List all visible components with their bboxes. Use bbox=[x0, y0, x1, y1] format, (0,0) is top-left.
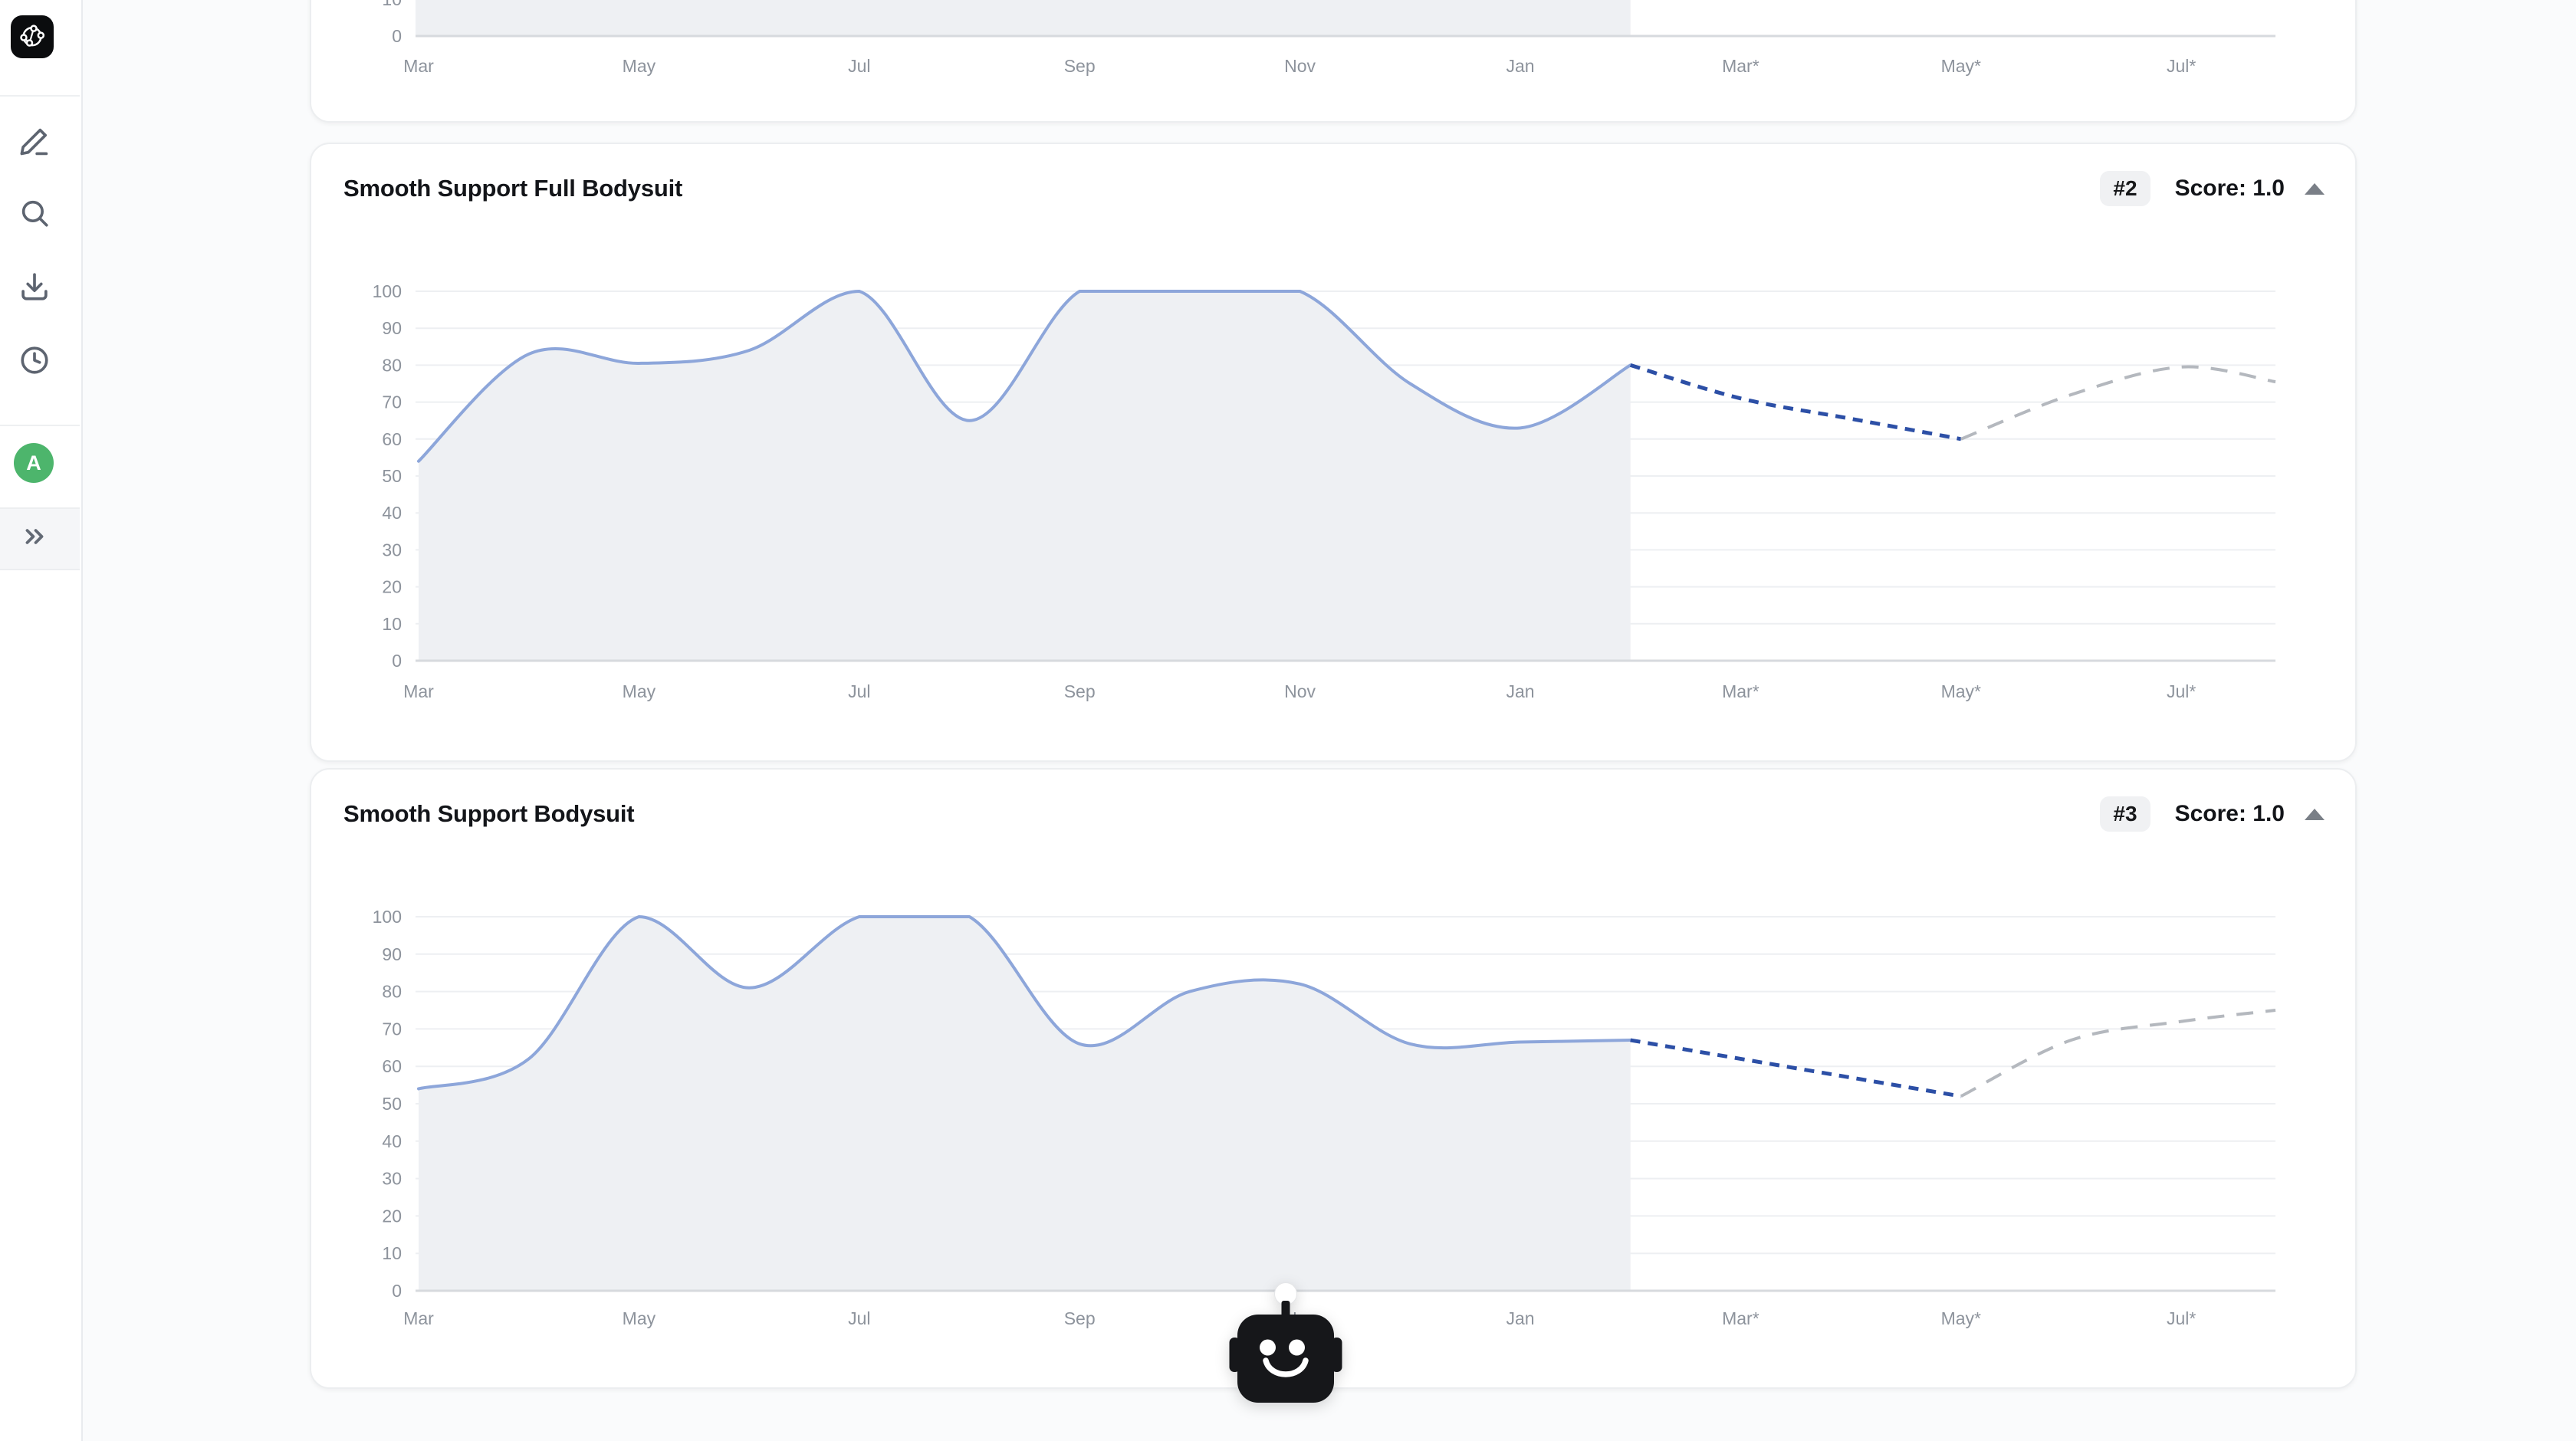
sidebar-item-search[interactable] bbox=[18, 196, 51, 230]
y-axis-tick: 30 bbox=[382, 540, 402, 560]
clock-icon bbox=[21, 346, 48, 374]
x-axis-tick: Sep bbox=[1064, 56, 1096, 76]
y-axis-tick: 0 bbox=[392, 651, 402, 671]
trend-chart: 0 10 20 30 40 50 60 70 80 90 100 Mar May Jul Sep Nov Jan… bbox=[373, 281, 2276, 701]
x-axis-tick: Nov bbox=[1284, 681, 1316, 701]
y-axis-tick: 60 bbox=[382, 429, 402, 449]
y-axis-tick: 80 bbox=[382, 355, 402, 375]
sidebar-item-history[interactable] bbox=[18, 343, 51, 377]
x-axis-tick: Jul bbox=[848, 681, 870, 701]
chart-card-full-bodysuit: Smooth Support Full Bodysuit #2 Score: 1… bbox=[310, 143, 2357, 762]
x-axis-tick: Mar bbox=[403, 681, 434, 701]
y-axis-tick: 50 bbox=[382, 1094, 402, 1114]
y-axis-tick: 10 bbox=[382, 614, 402, 634]
chart-card-partial: 0102030405060708090100MarMayJulSepNovJan… bbox=[310, 0, 2357, 123]
card-title: Smooth Support Full Bodysuit bbox=[343, 175, 683, 202]
y-axis-tick: 30 bbox=[382, 1169, 402, 1189]
y-axis-tick: 100 bbox=[373, 907, 402, 927]
x-axis-tick: Sep bbox=[1064, 681, 1096, 701]
trend-chart: 0102030405060708090100MarMayJulSepNovJan… bbox=[373, 907, 2276, 1328]
x-axis-tick: Mar* bbox=[1722, 1308, 1760, 1328]
x-axis-tick: May bbox=[623, 1308, 656, 1328]
x-axis-tick: Jan bbox=[1506, 681, 1534, 701]
y-axis-tick: 70 bbox=[382, 1019, 402, 1039]
x-axis-tick: May* bbox=[1941, 56, 1981, 76]
x-axis-tick: Jul* bbox=[2167, 56, 2196, 76]
collapse-caret-icon[interactable] bbox=[2305, 808, 2325, 820]
sidebar-item-edit[interactable] bbox=[18, 124, 51, 158]
y-axis-tick: 100 bbox=[373, 281, 402, 301]
sidebar-expand-button[interactable] bbox=[18, 520, 51, 553]
y-axis-tick: 10 bbox=[382, 1243, 402, 1263]
app-logo[interactable] bbox=[11, 15, 54, 58]
card-title: Smooth Support Bodysuit bbox=[343, 800, 635, 827]
y-axis-tick: 20 bbox=[382, 1206, 402, 1226]
sidebar: A bbox=[0, 0, 83, 1441]
y-axis-tick: 20 bbox=[382, 577, 402, 597]
sidebar-divider bbox=[0, 425, 80, 426]
y-axis-tick: 40 bbox=[382, 503, 402, 523]
assistant-robot-button[interactable] bbox=[1228, 1279, 1343, 1409]
x-axis-tick: Mar* bbox=[1722, 681, 1760, 701]
x-axis-tick: Jul bbox=[848, 56, 870, 76]
x-axis-tick: Mar bbox=[403, 56, 434, 76]
x-axis-tick: Jul* bbox=[2167, 1308, 2196, 1328]
x-axis-tick: Jan bbox=[1506, 56, 1534, 76]
x-axis-tick: Jan bbox=[1506, 1308, 1534, 1328]
x-axis-tick: Jul bbox=[848, 1308, 870, 1328]
y-axis-tick: 70 bbox=[382, 392, 402, 412]
avatar[interactable]: A bbox=[14, 443, 54, 483]
x-axis-tick: Nov bbox=[1284, 56, 1316, 76]
chart-card-bodysuit: Smooth Support Bodysuit #3 Score: 1.0 0 1… bbox=[310, 768, 2357, 1389]
sidebar-divider bbox=[0, 95, 80, 97]
x-axis-tick: Mar bbox=[403, 1308, 434, 1328]
y-axis-tick: 60 bbox=[382, 1056, 402, 1076]
card-header: Smooth Support Bodysuit #3 Score: 1.0 bbox=[343, 788, 2325, 840]
collapse-caret-icon[interactable] bbox=[2305, 182, 2325, 195]
search-icon bbox=[21, 200, 48, 227]
y-axis-tick: 50 bbox=[382, 466, 402, 486]
x-axis-tick: Mar* bbox=[1722, 56, 1760, 76]
rank-badge: #3 bbox=[2100, 796, 2150, 832]
network-graph-icon bbox=[20, 25, 45, 47]
sidebar-item-download[interactable] bbox=[18, 270, 51, 304]
download-icon bbox=[21, 273, 48, 300]
y-axis-tick: 90 bbox=[382, 318, 402, 338]
avatar-initial: A bbox=[26, 451, 41, 474]
robot-icon bbox=[1229, 1282, 1342, 1403]
y-axis-tick: 80 bbox=[382, 982, 402, 1002]
rank-badge: #2 bbox=[2100, 171, 2150, 206]
score-label: Score: 1.0 bbox=[2174, 801, 2285, 826]
x-axis-tick: May* bbox=[1941, 1308, 1981, 1328]
y-axis-tick: 40 bbox=[382, 1131, 402, 1151]
x-axis-tick: May bbox=[623, 56, 656, 76]
chevrons-right-icon bbox=[25, 529, 44, 544]
x-axis-tick: May* bbox=[1941, 681, 1981, 701]
pencil-icon bbox=[20, 128, 48, 156]
y-axis-tick: 90 bbox=[382, 944, 402, 964]
x-axis-tick: Jul* bbox=[2167, 681, 2196, 701]
x-axis-tick: Sep bbox=[1064, 1308, 1096, 1328]
x-axis-tick: May bbox=[623, 681, 656, 701]
y-axis-tick: 0 bbox=[392, 1281, 402, 1301]
trend-chart: 0102030405060708090100MarMayJulSepNovJan… bbox=[382, 0, 2275, 76]
y-axis-tick: 10 bbox=[382, 0, 402, 9]
y-axis-tick: 0 bbox=[392, 26, 402, 46]
score-label: Score: 1.0 bbox=[2174, 176, 2285, 201]
card-header: Smooth Support Full Bodysuit #2 Score: 1… bbox=[343, 162, 2325, 215]
